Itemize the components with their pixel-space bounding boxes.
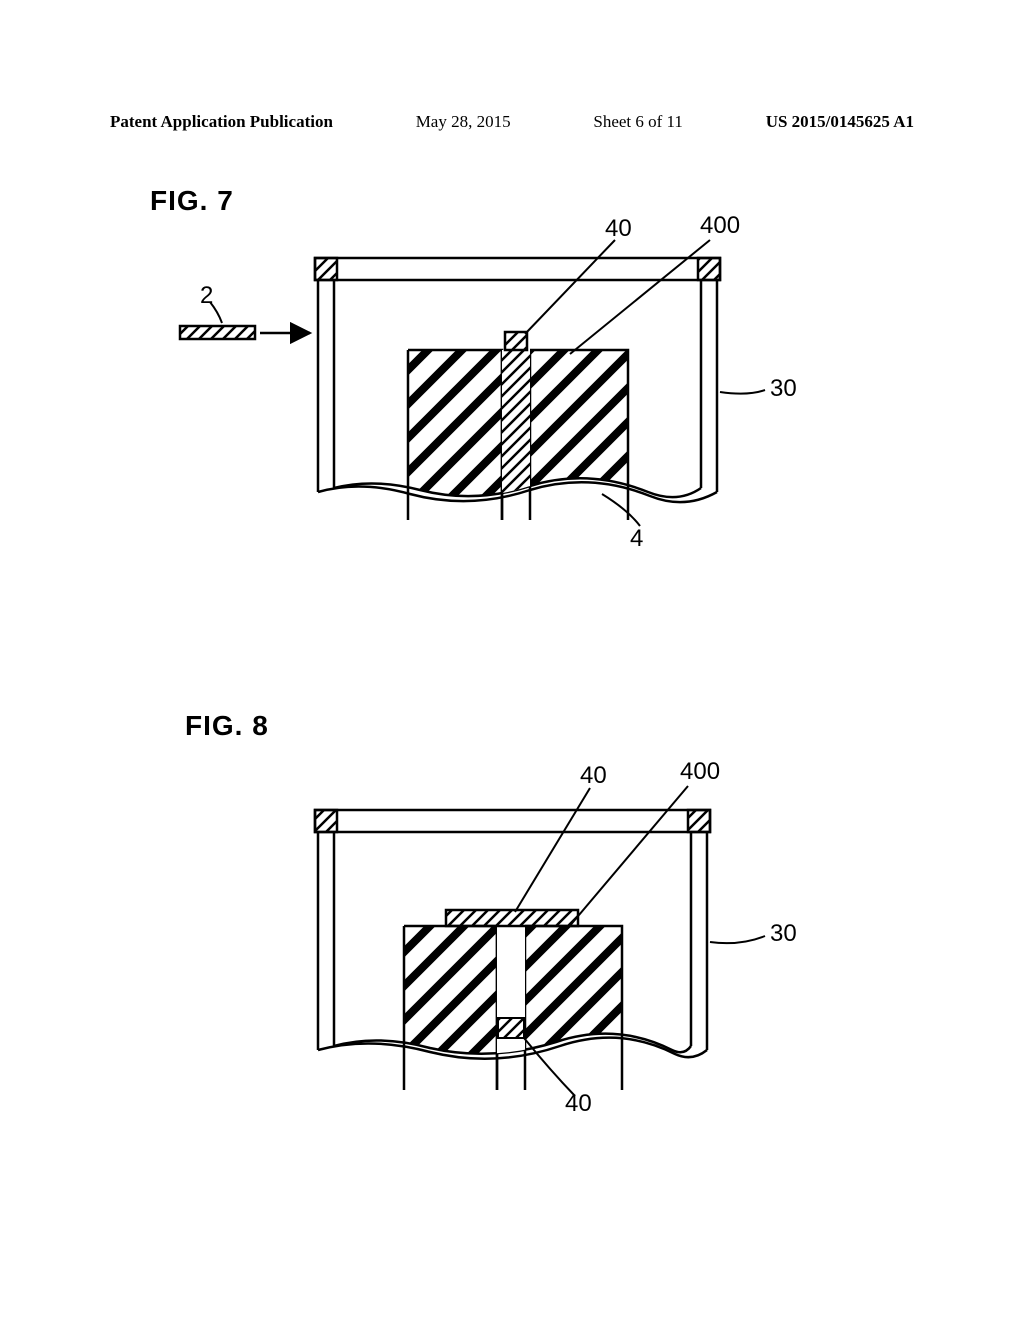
fig7-drawing: 40 400 2 30 4 xyxy=(150,220,850,600)
fig7-ref-2: 2 xyxy=(200,282,213,310)
header-docnum: US 2015/0145625 A1 xyxy=(766,112,914,132)
fig8-ref-40b: 40 xyxy=(565,1090,592,1118)
fig7-ref-30: 30 xyxy=(770,375,797,403)
fig7-ref-4: 4 xyxy=(630,525,643,553)
fig7-ref-400: 400 xyxy=(700,212,740,240)
fig8-ref-400: 400 xyxy=(680,758,720,786)
fig7-label: FIG. 7 xyxy=(150,185,234,217)
fig8-drawing: 40 400 30 40 xyxy=(280,770,840,1150)
fig8-ref-30: 30 xyxy=(770,920,797,948)
fig8-ref-40a: 40 xyxy=(580,762,607,790)
header-date: May 28, 2015 xyxy=(416,112,511,132)
header-sheet: Sheet 6 of 11 xyxy=(593,112,683,132)
page-header: Patent Application Publication May 28, 2… xyxy=(0,112,1024,132)
fig7-ref-40: 40 xyxy=(605,215,632,243)
header-publication: Patent Application Publication xyxy=(110,112,333,132)
fig8-label: FIG. 8 xyxy=(185,710,269,742)
